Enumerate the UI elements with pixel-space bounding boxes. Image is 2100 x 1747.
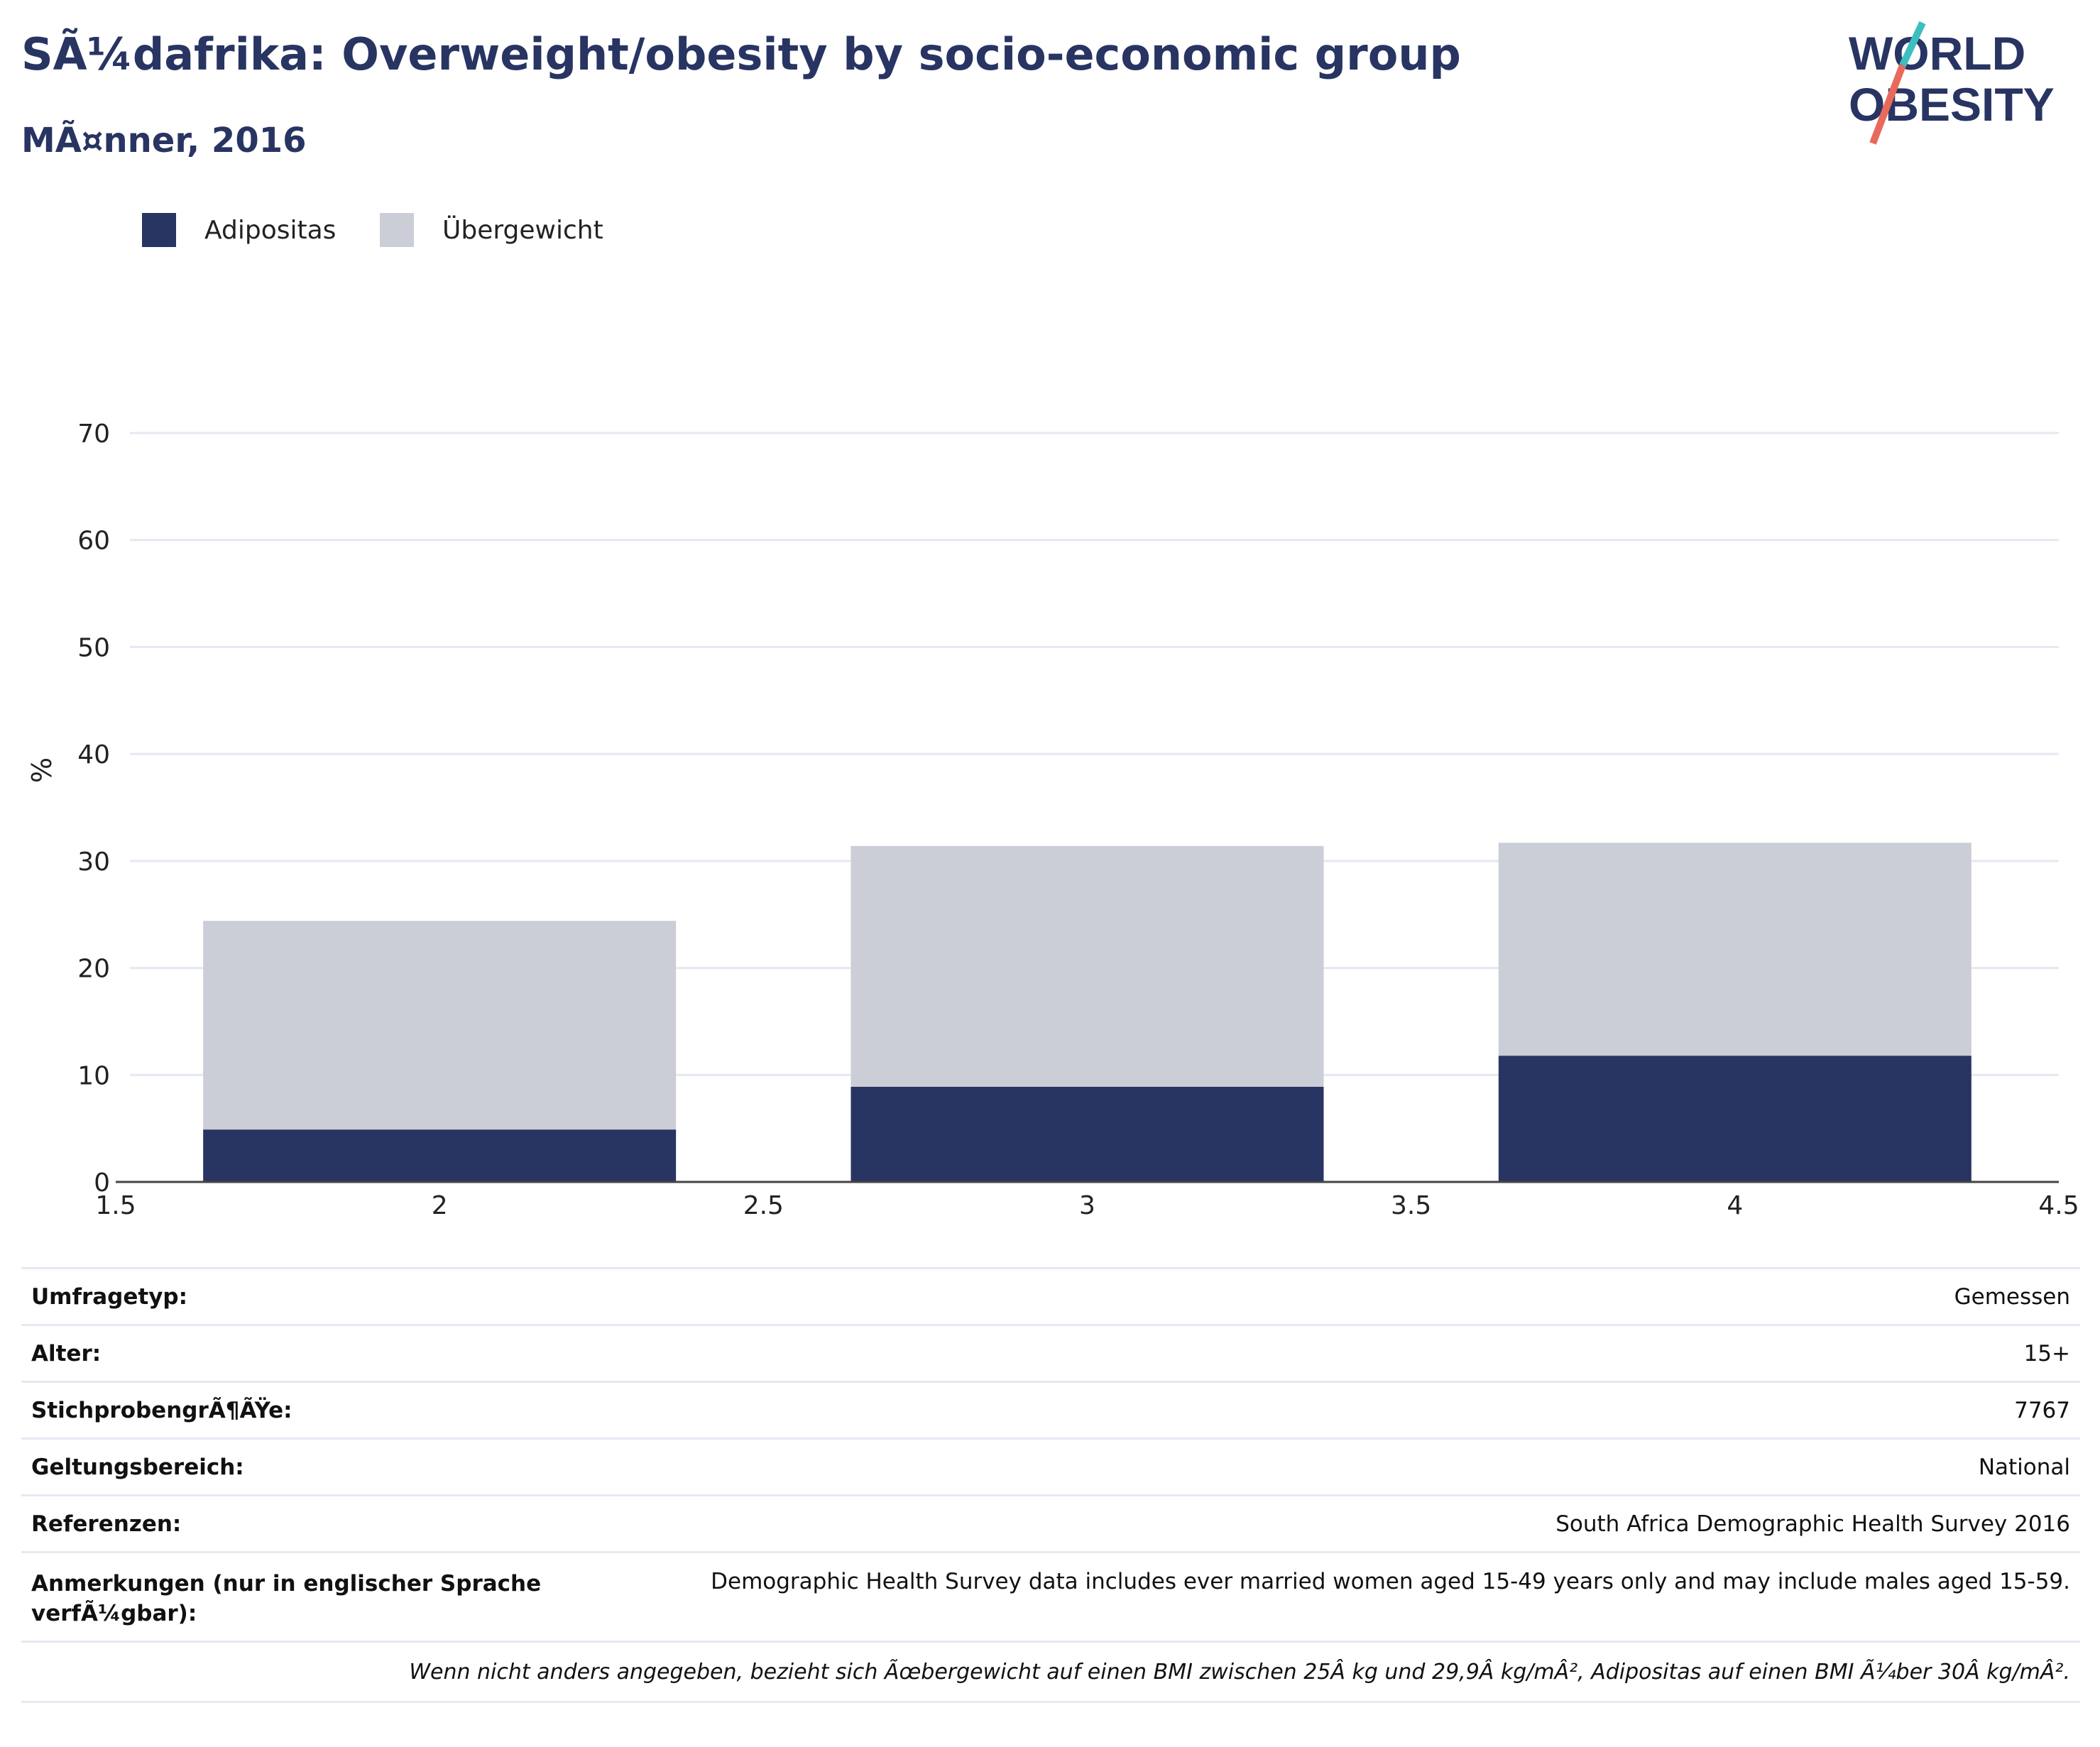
info-label: Anmerkungen (nur in englischer Sprache v… [31, 1571, 542, 1626]
legend-swatch-uebergewicht [380, 213, 414, 247]
y-tick-label: 0 [94, 1168, 110, 1198]
y-tick-label: 60 [77, 527, 110, 556]
bar-adipositas [203, 1129, 677, 1182]
bar-adipositas [851, 1086, 1324, 1182]
legend-item-adipositas[interactable]: Adipositas [142, 210, 336, 250]
logo-word-world: WORLD [1849, 27, 2025, 80]
info-label: Referenzen: [31, 1511, 182, 1537]
bar-uebergewicht [851, 845, 1324, 1087]
x-tick-label: 4.5 [2038, 1191, 2079, 1220]
bar-chart: 0 10 20 30 40 50 60 70 1.5 2 2.5 3 3.5 4 4.5 % [26, 420, 2079, 1220]
legend-swatch-adipositas [142, 213, 176, 247]
y-tick-label: 10 [77, 1061, 110, 1090]
info-label: Alter: [31, 1340, 102, 1367]
logo-slash-teal [1899, 21, 1926, 67]
info-row-references: Referenzen: South Africa Demographic Hea… [21, 1496, 2080, 1553]
y-tick-label: 30 [77, 848, 110, 877]
chart-subtitle: MÃ¤nner, 2016 [21, 121, 307, 160]
info-label: Geltungsbereich: [31, 1454, 244, 1480]
y-tick-label: 20 [77, 955, 110, 984]
info-row-coverage: Geltungsbereich: National [21, 1440, 2080, 1496]
info-row-survey-type: Umfragetyp: Gemessen [21, 1269, 2080, 1326]
legend-item-uebergewicht[interactable]: Übergewicht [380, 210, 603, 250]
world-obesity-logo: WORLD OBESITY [1849, 21, 2055, 145]
info-value: 15+ [2023, 1340, 2070, 1367]
info-label: Umfragetyp: [31, 1283, 187, 1310]
logo-slash-coral [1869, 64, 1906, 145]
x-tick-label: 1.5 [95, 1191, 136, 1220]
footnote: Wenn nicht anders angegeben, bezieht sic… [21, 1643, 2080, 1703]
info-value: Demographic Health Survey data includes … [711, 1569, 2070, 1594]
x-tick-label: 2 [432, 1191, 448, 1220]
x-tick-label: 4 [1727, 1191, 1743, 1220]
y-axis-label: % [26, 757, 58, 783]
info-row-sample-size: StichprobengrÃ¶ÃŸe: 7767 [21, 1383, 2080, 1440]
axes: 0 10 20 30 40 50 60 70 1.5 2 2.5 3 3.5 4 4.5 [77, 420, 2079, 1220]
info-row-notes: Anmerkungen (nur in englischer Sprache v… [21, 1553, 2080, 1643]
x-tick-label: 3.5 [1391, 1191, 1431, 1220]
x-tick-label: 3 [1079, 1191, 1095, 1220]
info-value: Gemessen [1954, 1283, 2070, 1310]
y-tick-label: 50 [77, 633, 110, 662]
info-table: Umfragetyp: Gemessen Alter: 15+ Stichpro… [21, 1267, 2080, 1703]
y-tick-label: 40 [77, 740, 110, 770]
legend-label-uebergewicht: Übergewicht [442, 215, 603, 245]
info-row-age: Alter: 15+ [21, 1326, 2080, 1383]
bars [203, 843, 1972, 1182]
info-label: StichprobengrÃ¶ÃŸe: [31, 1397, 292, 1423]
bar-uebergewicht [203, 921, 677, 1130]
bar-uebergewicht [1498, 843, 1972, 1056]
legend-label-adipositas: Adipositas [204, 215, 337, 245]
y-tick-label: 70 [77, 420, 110, 449]
bar-adipositas [1498, 1056, 1972, 1182]
info-value: South Africa Demographic Health Survey 2… [1555, 1511, 2070, 1537]
chart-title: SÃ¼dafrika: Overweight/obesity by socio-… [21, 28, 1461, 80]
info-value: National [1978, 1454, 2070, 1480]
info-value: 7767 [2014, 1397, 2070, 1423]
x-tick-label: 2.5 [743, 1191, 784, 1220]
